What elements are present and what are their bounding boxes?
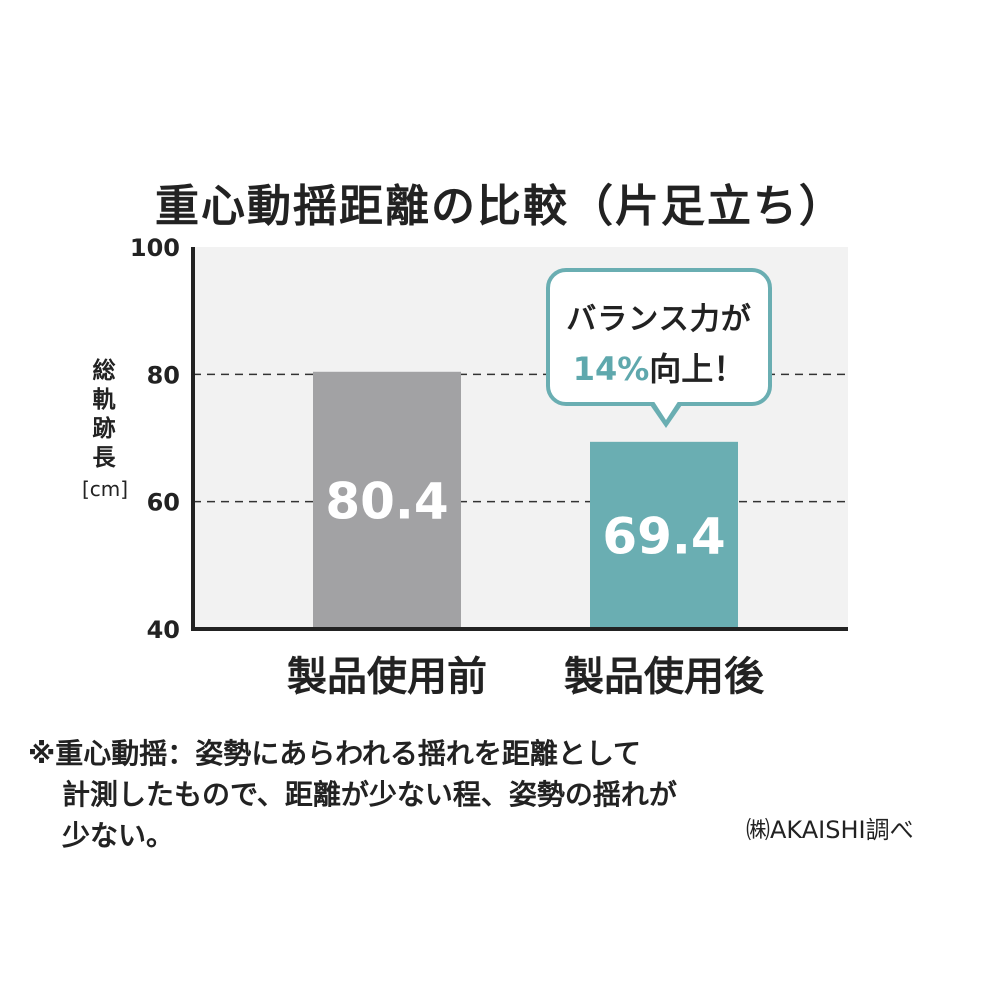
callout-suffix: 向上！ (649, 350, 746, 388)
y-tick-label: 60 (147, 489, 180, 517)
y-axis-label-char: 総 (92, 358, 116, 384)
chart-title: 重心動揺距離の比較（片足立ち） (155, 181, 845, 232)
category-label: 製品使用前 (287, 654, 487, 700)
callout-line2: 14%向上！ (550, 344, 768, 390)
callout-line1: バランス力が (566, 302, 752, 337)
bar (313, 371, 461, 629)
y-tick-label: 80 (147, 361, 180, 389)
y-tick-label: 40 (147, 616, 180, 644)
y-axis-label-char: 長 (92, 445, 116, 471)
bar-value-label: 69.4 (602, 507, 725, 565)
bar-layer (313, 371, 738, 629)
source-credit: ㈱AKAISHI調べ (746, 816, 914, 844)
y-axis-unit: [cm] (82, 477, 129, 501)
tick-layer: 40 60 80 100 (130, 234, 180, 644)
axis-layer (191, 247, 848, 631)
callout-percent: 14% (572, 350, 650, 388)
y-axis-label-char: 軌 (92, 387, 116, 413)
y-axis-label-char: 跡 (92, 416, 116, 442)
callout-tail-fill (653, 400, 679, 420)
y-tick-label: 100 (130, 234, 180, 262)
footnote: ※重心動揺：姿勢にあらわれる揺れを距離として 計測したもので、距離が少ない程、姿… (28, 733, 708, 856)
bar-value-label: 80.4 (325, 472, 448, 530)
bar (590, 441, 738, 629)
category-layer: 製品使用前 製品使用後 (287, 654, 765, 700)
y-axis-label: 総 軌 跡 長 [cm] (82, 357, 129, 504)
value-label-layer: 80.4 69.4 (325, 472, 725, 565)
category-label: 製品使用後 (564, 654, 765, 700)
footnote-line1: ※重心動揺：姿勢にあらわれる揺れを距離として (28, 737, 641, 770)
callout-bubble: バランス力が 14%向上！ (546, 268, 772, 406)
grid-layer (193, 373, 848, 503)
footnote-line3: 少ない。 (62, 819, 175, 852)
footnote-line2: 計測したもので、距離が少ない程、姿勢の揺れが (62, 778, 677, 811)
